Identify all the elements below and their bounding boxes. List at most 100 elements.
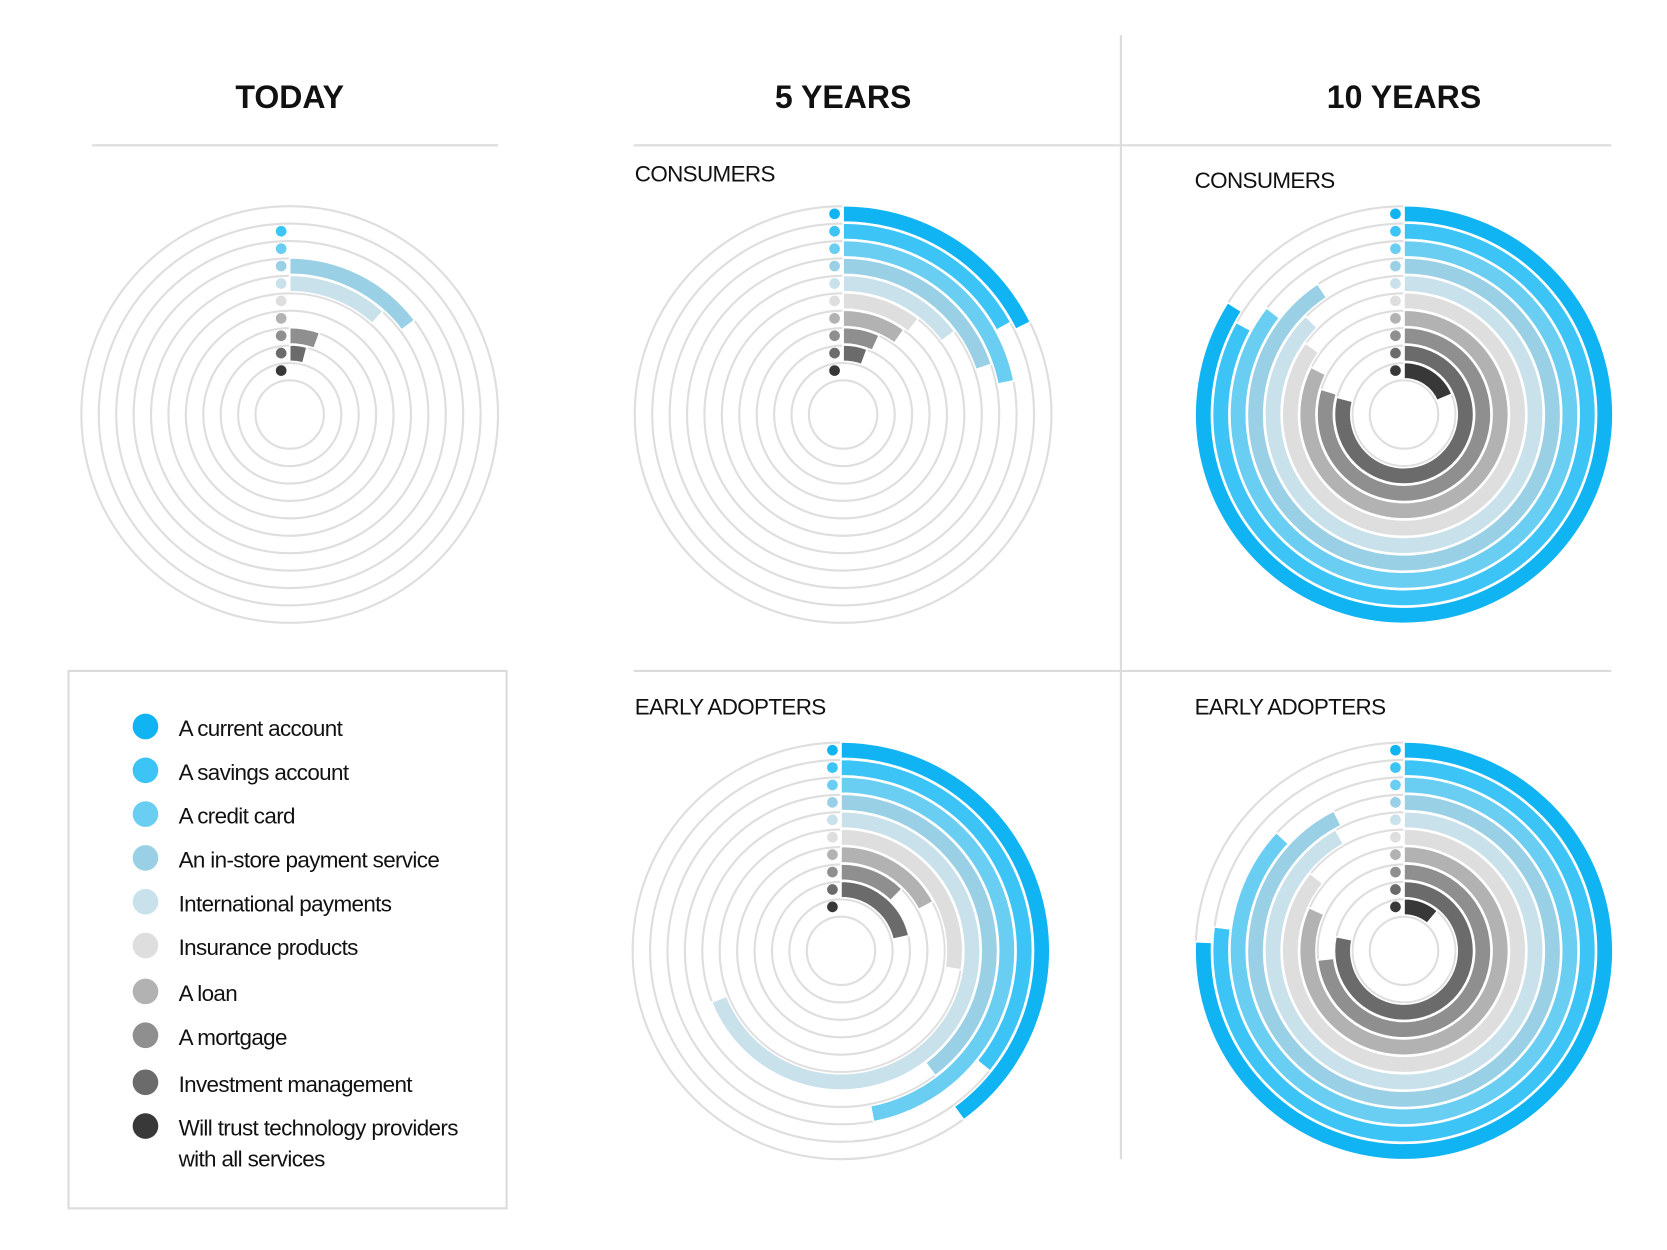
series-marker-icon [1390, 797, 1401, 808]
series-marker-icon [829, 365, 840, 376]
series-marker-icon [275, 365, 287, 376]
series-marker-icon [1390, 884, 1401, 895]
series-marker-icon [829, 312, 840, 324]
legend-label: A current account [179, 716, 344, 741]
label-early-adopters-5y: EARLY ADOPTERS [635, 695, 826, 720]
bar-five-early-8 [840, 880, 910, 941]
bar-five-consumers-6 [842, 309, 906, 345]
bar-ten-early-7 [1316, 863, 1492, 1039]
grid-ring [788, 898, 894, 1004]
legend-label: Will trust technology providers [179, 1116, 459, 1141]
legend-swatch-icon [132, 932, 159, 959]
legend-item: An in-store payment service [132, 845, 440, 873]
grid-ring [773, 344, 914, 485]
legend-swatch-icon [132, 1113, 159, 1139]
bar-ten-consumers-2 [1229, 239, 1579, 590]
series-marker-icon [275, 260, 287, 272]
bar-five-early-0 [840, 741, 1051, 1121]
radial-chart-ten-consumers [1194, 204, 1614, 625]
series-marker-icon [829, 295, 840, 307]
legend-swatch-icon [132, 1022, 159, 1049]
series-marker-icon [1390, 365, 1401, 376]
legend-item: Insurance products [132, 932, 359, 960]
legend-item: International payments [132, 888, 392, 916]
series-marker-icon [829, 260, 840, 272]
header-today: TODAY [235, 79, 344, 115]
bar-ten-early-5 [1281, 828, 1527, 1074]
legend-box [67, 669, 508, 1210]
series-marker-icon [827, 762, 838, 773]
bar-five-consumers-2 [842, 239, 1015, 385]
label-early-adopters-10y: EARLY ADOPTERS [1195, 695, 1386, 720]
legend-item: A credit card [132, 801, 296, 829]
legend: A current account A savings account A cred… [67, 669, 508, 1210]
grid-ring [219, 344, 360, 485]
bar-ten-early-1 [1211, 758, 1597, 1144]
legend-item: Investment management [132, 1069, 414, 1097]
series-marker-icon [1390, 225, 1401, 237]
bar-ten-early-2 [1229, 776, 1579, 1126]
legend-item: A current account [132, 713, 344, 741]
bar-five-consumers-0 [842, 204, 1032, 331]
bar-today-4 [288, 274, 385, 325]
series-marker-icon [1390, 295, 1401, 307]
bar-five-early-4 [710, 810, 981, 1091]
series-marker-icon [1390, 330, 1401, 342]
grid-ring [805, 915, 877, 987]
legend-label: Insurance products [179, 935, 359, 960]
bar-ten-early-6 [1298, 845, 1510, 1057]
header-5-years: 5 YEARS [775, 79, 912, 115]
bar-five-early-6 [840, 845, 935, 911]
legend-label: An in-store payment service [179, 848, 440, 873]
bar-five-consumers-5 [842, 291, 920, 333]
bar-five-consumers-1 [842, 222, 1012, 332]
series-marker-icon [827, 901, 838, 913]
bar-ten-early-3 [1246, 793, 1562, 1109]
series-marker-icon [1390, 814, 1401, 826]
grid-ring [149, 274, 430, 555]
bar-ten-consumers-5 [1281, 291, 1527, 538]
bar-ten-consumers-3 [1246, 257, 1562, 572]
bar-ten-consumers-8 [1333, 344, 1475, 485]
legend-swatch-icon [132, 978, 159, 1005]
radial-chart-ten-early [1194, 741, 1614, 1161]
series-marker-icon [829, 347, 840, 359]
series-marker-icon [1390, 849, 1401, 860]
bar-five-early-5 [840, 828, 964, 971]
label-consumers-5y: CONSUMERS [635, 162, 775, 187]
series-marker-icon [1390, 744, 1401, 756]
legend-label: A loan [179, 981, 238, 1006]
bar-five-early-7 [840, 863, 904, 902]
label-consumers-10y: CONSUMERS [1195, 168, 1335, 193]
bar-five-early-2 [840, 776, 1016, 1123]
bar-ten-consumers-4 [1264, 274, 1544, 555]
legend-label: International payments [179, 891, 392, 916]
legend-swatch-icon [132, 801, 159, 827]
series-marker-icon [827, 849, 838, 860]
legend-item: Will trust technology providers with all … [132, 1113, 459, 1172]
series-marker-icon [827, 831, 838, 843]
bar-ten-early-9 [1403, 897, 1439, 925]
radial-charts [80, 204, 1614, 1161]
series-marker-icon [827, 884, 838, 895]
bar-five-consumers-4 [842, 274, 956, 343]
series-marker-icon [1390, 208, 1401, 220]
series-marker-icon [1390, 312, 1401, 324]
legend-item: A savings account [132, 757, 350, 785]
series-marker-icon [829, 208, 840, 220]
grid-ring [1368, 379, 1440, 450]
bar-today-3 [288, 257, 416, 332]
bar-ten-early-8 [1333, 880, 1475, 1022]
bar-ten-consumers-9 [1403, 361, 1454, 402]
bar-ten-consumers-7 [1316, 326, 1492, 503]
header-10-years: 10 YEARS [1327, 79, 1481, 115]
series-marker-icon [829, 278, 840, 289]
grid-ring [254, 379, 325, 450]
grid-ring [1368, 915, 1440, 987]
bar-ten-early-0 [1194, 741, 1614, 1161]
legend-swatch-icon [132, 1069, 159, 1096]
series-marker-icon [1390, 260, 1401, 272]
series-marker-icon [1390, 243, 1401, 255]
legend-item: A loan [132, 978, 238, 1006]
series-marker-icon [275, 278, 287, 289]
